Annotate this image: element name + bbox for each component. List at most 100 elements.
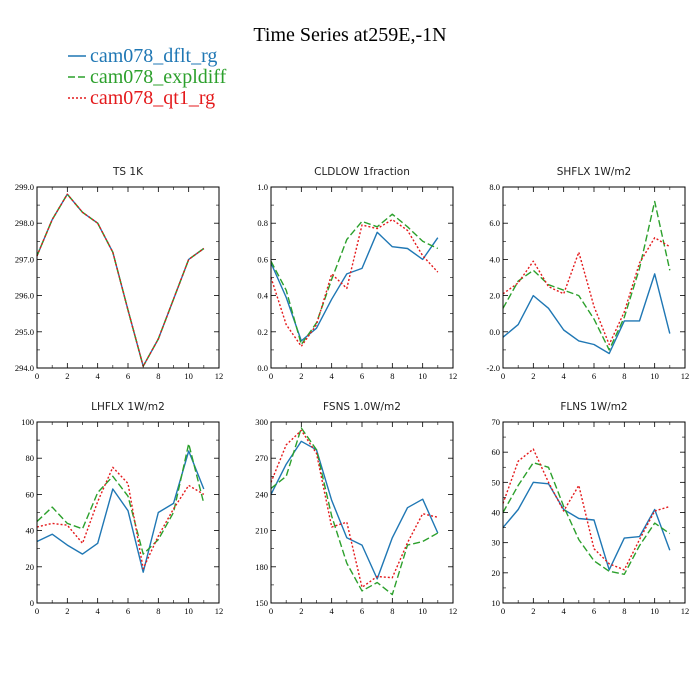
chart-panel: LHFLX 1W/m2 0 2 4 6 8 10 12 0 20 40 60 80 100 [21,401,223,616]
figure-title: Time Series at259E,-1N [253,24,446,46]
y-tick-label: 20 [26,562,35,572]
legend-label: cam078_expldiff [90,66,227,88]
legend-item: cam078_qt1_rg [68,87,215,109]
chart-panel: CLDLOW 1fraction 0 2 4 6 8 10 12 0.0 0.2 0.4 0.6 0.8… [257,166,457,381]
y-tick-label: 0.6 [257,254,268,264]
series-line-cam078_qt1_rg [502,448,670,571]
x-tick-label: 4 [330,606,335,616]
panel-title: LHFLX 1W/m2 [91,401,165,413]
x-tick-label: 8 [622,371,626,381]
x-tick-label: 0 [501,606,505,616]
x-tick-label: 10 [184,371,193,381]
y-tick-label: 6.0 [489,218,500,228]
x-tick-label: 12 [449,606,458,616]
x-tick-label: 6 [360,606,364,616]
y-tick-label: 40 [26,526,35,536]
x-tick-label: 8 [622,606,626,616]
x-tick-label: 0 [501,371,505,381]
x-tick-label: 10 [184,606,193,616]
x-tick-label: 2 [531,371,535,381]
x-tick-label: 10 [418,371,427,381]
legend-item: cam078_expldiff [68,66,227,88]
x-tick-label: 6 [592,606,596,616]
series-line-cam078_dflt_rg [270,231,439,342]
x-tick-label: 10 [650,606,659,616]
x-tick-label: 8 [390,606,394,616]
series-line-cam078_dflt_rg [502,481,671,571]
panel-title: FLNS 1W/m2 [560,401,627,413]
series-line-cam078_dflt_rg [36,450,205,573]
x-tick-label: 0 [35,606,39,616]
y-tick-label: 296.0 [15,291,34,301]
chart-panel: SHFLX 1W/m2 0 2 4 6 8 10 12 -2.0 0.0 2.0 4.0 6.0 8.0 [487,166,690,381]
panel-title: SHFLX 1W/m2 [557,166,632,178]
chart-panel: TS 1K 0 2 4 6 8 10 12 294.0 295.0 296.0 297.0 298.0 2… [15,166,223,381]
y-tick-label: 300 [255,417,268,427]
plot-frame [270,421,454,604]
series-line-cam078_qt1_rg [270,218,439,347]
x-tick-label: 0 [269,371,273,381]
y-tick-label: 180 [255,562,268,572]
plot-frame [502,421,686,604]
y-tick-label: 50 [492,477,501,487]
y-tick-label: 298.0 [15,218,34,228]
x-tick-label: 4 [96,606,101,616]
series-line-cam078_qt1_rg [502,236,671,346]
x-tick-label: 6 [126,371,130,381]
x-tick-label: 12 [215,371,224,381]
x-tick-label: 0 [35,371,39,381]
series-line-cam078_dflt_rg [270,440,439,580]
y-tick-label: 0 [30,598,34,608]
x-tick-label: 2 [65,371,69,381]
legend-label: cam078_qt1_rg [90,87,215,109]
panel-title: FSNS 1.0W/m2 [323,401,401,413]
panel-title: CLDLOW 1fraction [314,166,410,178]
x-tick-label: 2 [65,606,69,616]
y-tick-label: 150 [255,598,268,608]
x-tick-label: 10 [418,606,427,616]
y-tick-label: 20 [492,568,501,578]
series-line-cam078_expldiff [270,427,439,596]
y-tick-label: 0.2 [257,327,268,337]
y-tick-label: 0.4 [257,291,268,301]
x-tick-label: 6 [592,371,596,381]
y-tick-label: 297.0 [15,254,34,264]
x-tick-label: 12 [215,606,224,616]
x-tick-label: 4 [562,371,567,381]
y-tick-label: 8.0 [489,182,500,192]
x-tick-label: 12 [681,371,690,381]
y-tick-label: 80 [26,453,35,463]
x-tick-label: 2 [299,371,303,381]
series-line-cam078_expldiff [502,462,671,575]
x-tick-label: 6 [126,606,130,616]
y-tick-label: 0.0 [489,327,500,337]
x-tick-label: 8 [390,371,394,381]
y-tick-label: 270 [255,453,268,463]
x-tick-label: 6 [360,371,364,381]
x-tick-label: 0 [269,606,273,616]
chart-panels: TS 1K 0 2 4 6 8 10 12 294.0 295.0 296.0 297.0 298.0 2… [15,166,689,616]
y-tick-label: 60 [26,489,35,499]
x-tick-label: 4 [330,371,335,381]
y-tick-label: 30 [492,538,501,548]
series-line-cam078_qt1_rg [270,429,438,588]
y-tick-label: 4.0 [489,254,500,264]
y-tick-label: -2.0 [487,363,500,373]
y-tick-label: 295.0 [15,327,34,337]
panel-title: TS 1K [112,166,144,178]
chart-panel: FSNS 1.0W/m2 0 2 4 6 8 10 12 150 180 210 240 270 300 [255,401,457,616]
x-tick-label: 4 [96,371,101,381]
x-tick-label: 8 [156,606,160,616]
y-tick-label: 100 [21,417,34,427]
y-tick-label: 40 [492,508,501,518]
y-tick-label: 60 [492,447,501,457]
series-line-cam078_dflt_rg [502,273,671,355]
series-line-cam078_expldiff [502,200,671,351]
y-tick-label: 0.8 [257,218,268,228]
y-tick-label: 210 [255,526,268,536]
x-tick-label: 2 [299,606,303,616]
y-tick-label: 299.0 [15,182,34,192]
x-tick-label: 10 [650,371,659,381]
series-line-cam078_qt1_rg [36,193,205,367]
